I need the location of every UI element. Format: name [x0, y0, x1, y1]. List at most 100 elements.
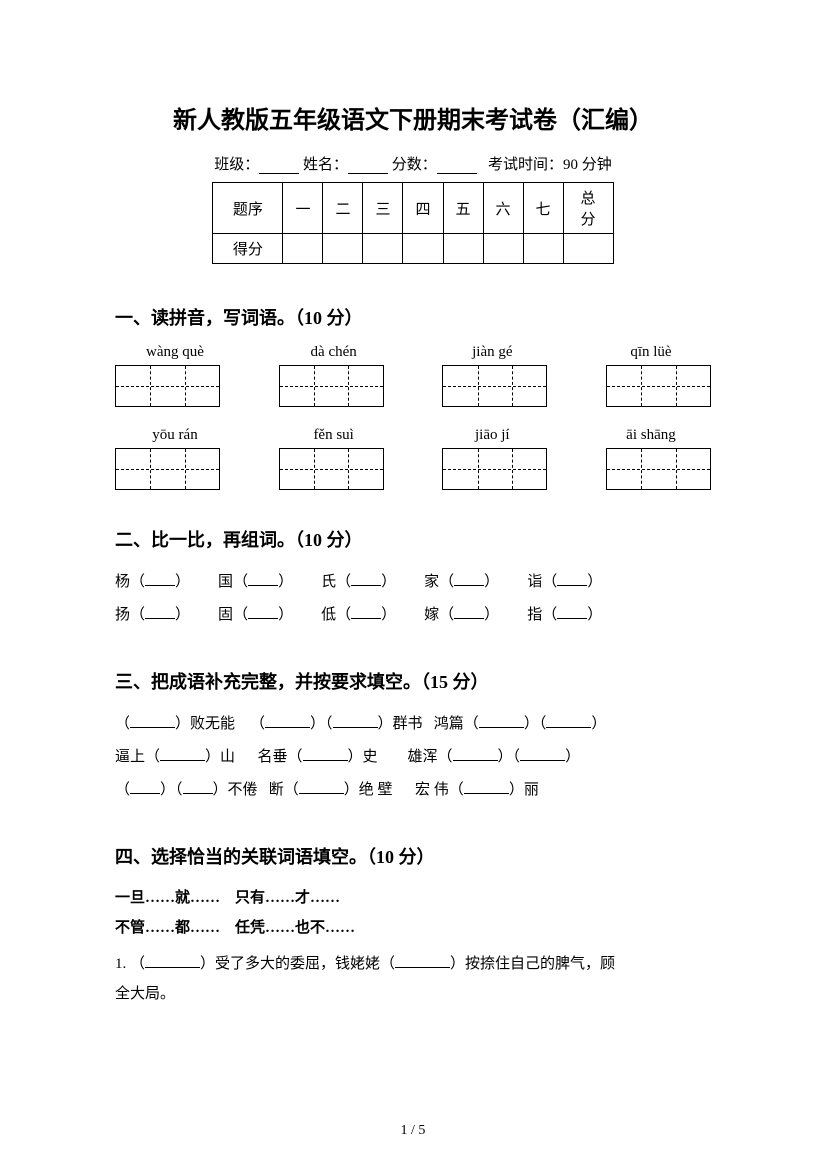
col-5: 五 [443, 183, 483, 234]
char-box[interactable] [442, 365, 547, 407]
section1-heading: 一、读拼音，写词语。（10 分） [115, 304, 711, 330]
char-box[interactable] [115, 448, 220, 490]
row2-head: 得分 [213, 234, 283, 264]
answer-blank[interactable] [303, 749, 348, 761]
char-box[interactable] [279, 448, 384, 490]
answer-blank[interactable] [557, 574, 587, 586]
char: 低 [321, 607, 336, 623]
pinyin-label: jiāo jí [432, 427, 552, 444]
col-2: 二 [323, 183, 363, 234]
page-title: 新人教版五年级语文下册期末考试卷（汇编） [115, 100, 711, 135]
score-cell[interactable] [443, 234, 483, 264]
row1-head: 题序 [213, 183, 283, 234]
answer-blank[interactable] [145, 607, 175, 619]
char-box-row [115, 448, 711, 490]
opt-b: 只有……才…… [235, 890, 340, 906]
answer-blank[interactable] [130, 782, 160, 794]
section3-heading: 三、把成语补充完整，并按要求填空。（15 分） [115, 668, 711, 694]
answer-blank[interactable] [160, 749, 205, 761]
opt-d: 任凭……也不…… [235, 920, 355, 936]
answer-blank[interactable] [333, 716, 378, 728]
char: 嫁 [424, 607, 439, 623]
char: 指 [527, 607, 542, 623]
text: 全大局。 [115, 986, 175, 1002]
char-box[interactable] [279, 365, 384, 407]
answer-blank[interactable] [351, 607, 381, 619]
answer-blank[interactable] [145, 956, 200, 968]
pinyin-label: wàng què [115, 344, 235, 361]
col-3: 三 [363, 183, 403, 234]
answer-blank[interactable] [454, 574, 484, 586]
section4-heading: 四、选择恰当的关联词语填空。（10 分） [115, 843, 711, 869]
score-cell[interactable] [563, 234, 613, 264]
score-cell[interactable] [403, 234, 443, 264]
answer-blank[interactable] [557, 607, 587, 619]
char-box[interactable] [115, 365, 220, 407]
q4-item-1: 1. （ ）受了多大的委屈，钱姥姥（ ）按捺住自己的脾气，顾 全大局。 [115, 949, 711, 1009]
answer-blank[interactable] [454, 607, 484, 619]
answer-blank[interactable] [546, 716, 591, 728]
char-box[interactable] [606, 448, 711, 490]
answer-blank[interactable] [479, 716, 524, 728]
pinyin-label: dà chén [274, 344, 394, 361]
char: 扬 [115, 607, 130, 623]
char: 国 [218, 574, 233, 590]
score-label: 分数： [392, 157, 437, 173]
char: 家 [424, 574, 439, 590]
char-box[interactable] [606, 365, 711, 407]
answer-blank[interactable] [395, 956, 450, 968]
col-6: 六 [483, 183, 523, 234]
name-blank[interactable] [348, 159, 388, 174]
score-cell[interactable] [483, 234, 523, 264]
pinyin-label: yōu rán [115, 427, 235, 444]
class-label: 班级： [214, 157, 259, 173]
col-4: 四 [403, 183, 443, 234]
text: ）受了多大的委屈，钱姥姥（ [200, 956, 395, 972]
answer-blank[interactable] [520, 749, 565, 761]
score-cell[interactable] [323, 234, 363, 264]
answer-blank[interactable] [265, 716, 310, 728]
char-box[interactable] [442, 448, 547, 490]
q3-content: （）败无能 （）（）群书 鸿篇（）（） 逼上（）山 名垂（）史 雄浑（）（） （… [115, 708, 711, 807]
section2-heading: 二、比一比，再组词。（10 分） [115, 526, 711, 552]
pinyin-label: jiàn gé [432, 344, 552, 361]
answer-blank[interactable] [464, 782, 509, 794]
page-footer: 1 / 5 [0, 1123, 826, 1139]
answer-blank[interactable] [130, 716, 175, 728]
pinyin-label: āi shāng [591, 427, 711, 444]
score-cell[interactable] [283, 234, 323, 264]
col-total: 总分 [563, 183, 613, 234]
pinyin-row-2: yōu rán fěn suì jiāo jí āi shāng [115, 427, 711, 444]
col-1: 一 [283, 183, 323, 234]
score-cell[interactable] [363, 234, 403, 264]
answer-blank[interactable] [453, 749, 498, 761]
score-blank[interactable] [437, 159, 477, 174]
pinyin-row-1: wàng què dà chén jiàn gé qīn lüè [115, 344, 711, 361]
text: 1. （ [115, 956, 145, 972]
answer-blank[interactable] [351, 574, 381, 586]
char: 诣 [527, 574, 542, 590]
pinyin-label: qīn lüè [591, 344, 711, 361]
opt-c: 不管……都…… [115, 920, 220, 936]
q2-line-1: 杨（） 国（） 氏（） 家（） 诣（） [115, 566, 711, 599]
answer-blank[interactable] [145, 574, 175, 586]
answer-blank[interactable] [299, 782, 344, 794]
answer-blank[interactable] [248, 574, 278, 586]
q4-options: 一旦……就…… 只有……才…… 不管……都…… 任凭……也不…… [115, 883, 711, 943]
pinyin-label: fěn suì [274, 427, 394, 444]
name-label: 姓名： [303, 157, 348, 173]
score-cell[interactable] [523, 234, 563, 264]
char: 杨 [115, 574, 130, 590]
answer-blank[interactable] [248, 607, 278, 619]
meta-line: 班级： 姓名： 分数： 考试时间：90 分钟 [115, 153, 711, 174]
exam-time: 考试时间：90 分钟 [488, 157, 612, 173]
score-table: 题序 一 二 三 四 五 六 七 总分 得分 [212, 182, 613, 264]
opt-a: 一旦……就…… [115, 890, 220, 906]
char-box-row [115, 365, 711, 407]
char: 固 [218, 607, 233, 623]
answer-blank[interactable] [183, 782, 213, 794]
col-7: 七 [523, 183, 563, 234]
class-blank[interactable] [259, 159, 299, 174]
text: ）按捺住自己的脾气，顾 [450, 956, 615, 972]
char: 氏 [321, 574, 336, 590]
